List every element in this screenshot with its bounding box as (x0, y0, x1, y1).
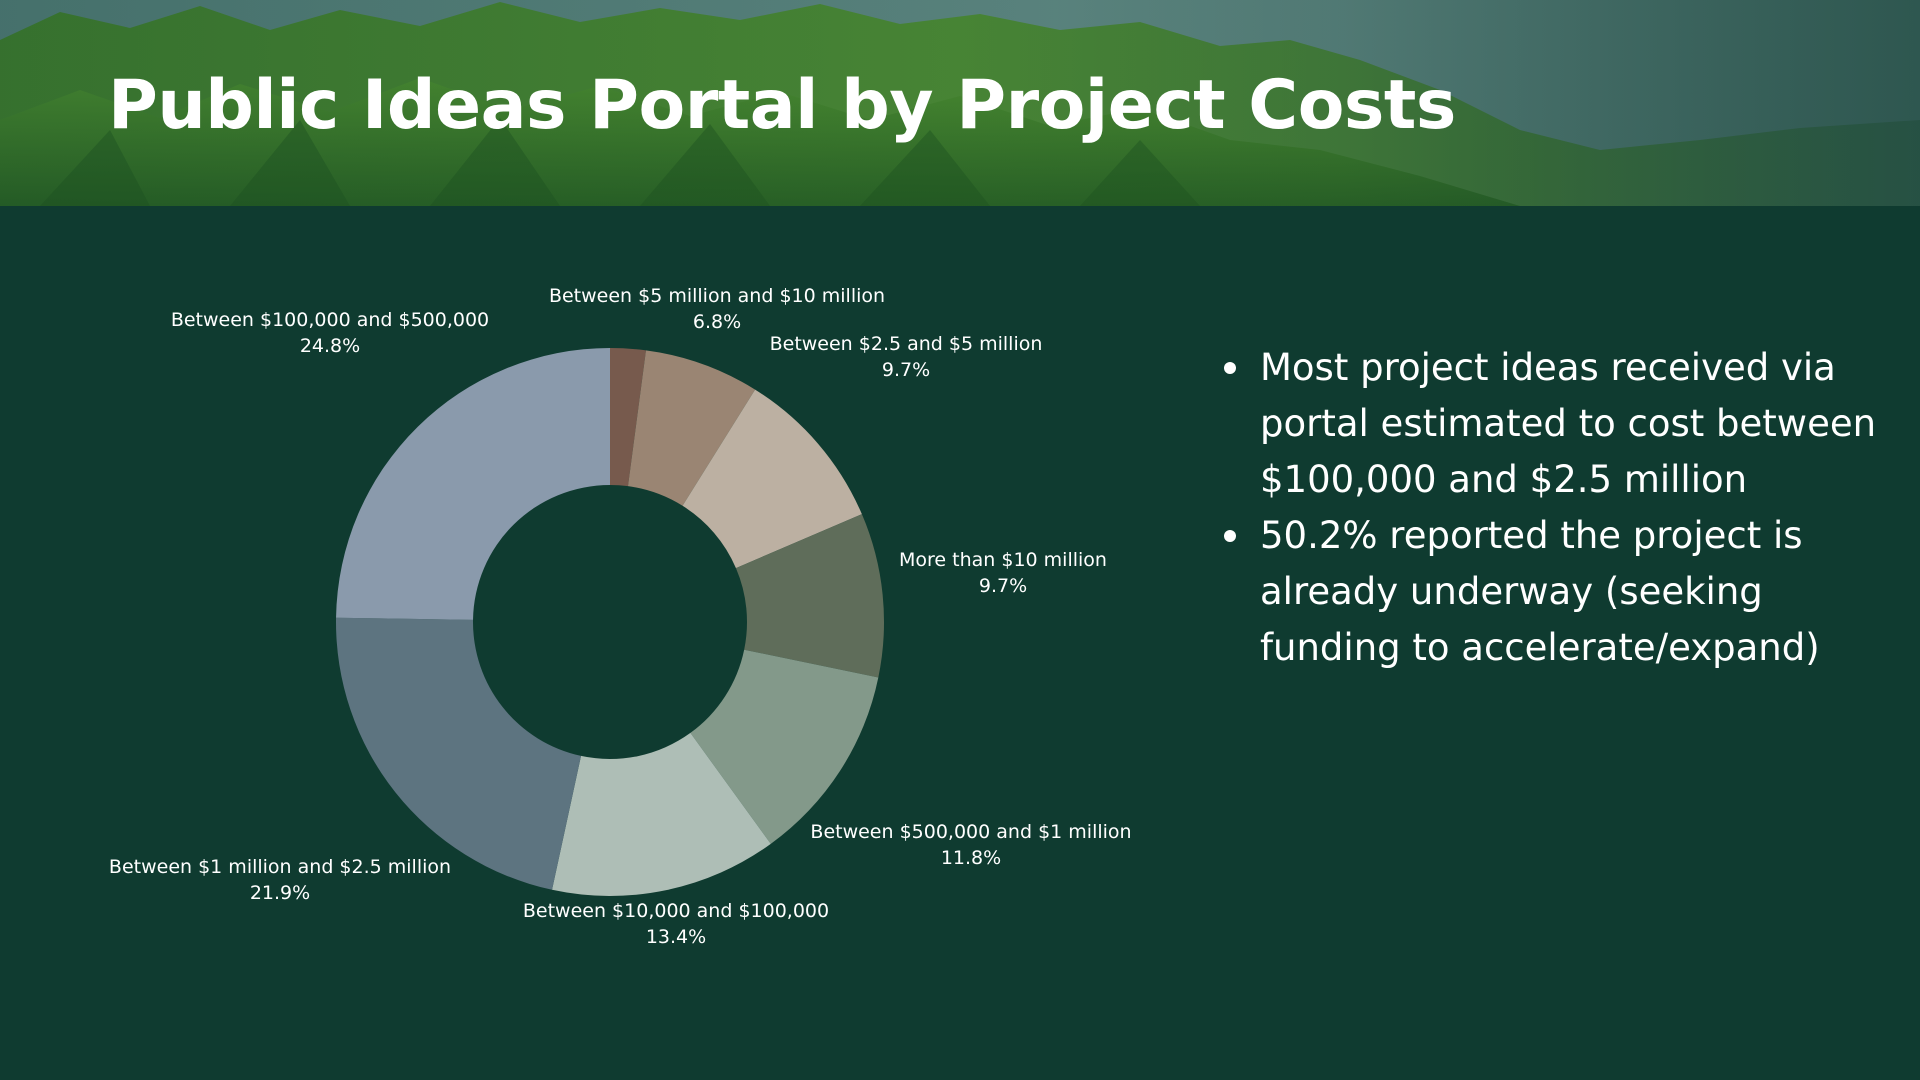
bullet-text: Most project ideas received via portal e… (1260, 346, 1877, 501)
slice-value-label: 11.8% (941, 847, 1001, 869)
donut-slice (682, 389, 862, 569)
bullet-dot-icon (1224, 362, 1236, 374)
slice-labels: Between $5 million and $10 million 6.8% Be… (109, 285, 1132, 948)
bullet-list: Most project ideas received via portal e… (1222, 340, 1900, 676)
slice-label: Between $2.5 and $5 million (770, 333, 1043, 355)
slice-label: Between $10,000 and $100,000 (523, 900, 829, 922)
slice-value-label: 13.4% (646, 926, 706, 948)
bullet-item: Most project ideas received via portal e… (1224, 340, 1900, 508)
donut-slices (335, 348, 884, 896)
slice-label: More than $10 million (899, 549, 1107, 571)
slice-label: Between $500,000 and $1 million (810, 821, 1131, 843)
page-title: Public Ideas Portal by Project Costs (108, 66, 1456, 145)
bullet-item: 50.2% reported the project is already un… (1224, 508, 1900, 676)
donut-slice (336, 348, 610, 620)
slice-label: Between $1 million and $2.5 million (109, 856, 451, 878)
slice-value-label: 9.7% (882, 359, 930, 381)
slice-value-label: 24.8% (300, 335, 360, 357)
donut-slice (552, 732, 771, 896)
mountain-banner-image (0, 0, 1920, 206)
slice-value-label: 9.7% (979, 575, 1027, 597)
donut-slice (335, 617, 582, 890)
slice-value-label: 6.8% (693, 311, 741, 333)
donut-slice (610, 348, 646, 487)
slice-label: Between $100,000 and $500,000 (171, 309, 489, 331)
donut-slice (627, 350, 756, 506)
bullet-dot-icon (1224, 530, 1236, 542)
slice-label: Between $5 million and $10 million (549, 285, 885, 307)
slice-value-label: 21.9% (250, 882, 310, 904)
donut-slice (735, 514, 884, 678)
bullet-text: 50.2% reported the project is already un… (1260, 514, 1820, 669)
donut-slice (690, 649, 879, 844)
